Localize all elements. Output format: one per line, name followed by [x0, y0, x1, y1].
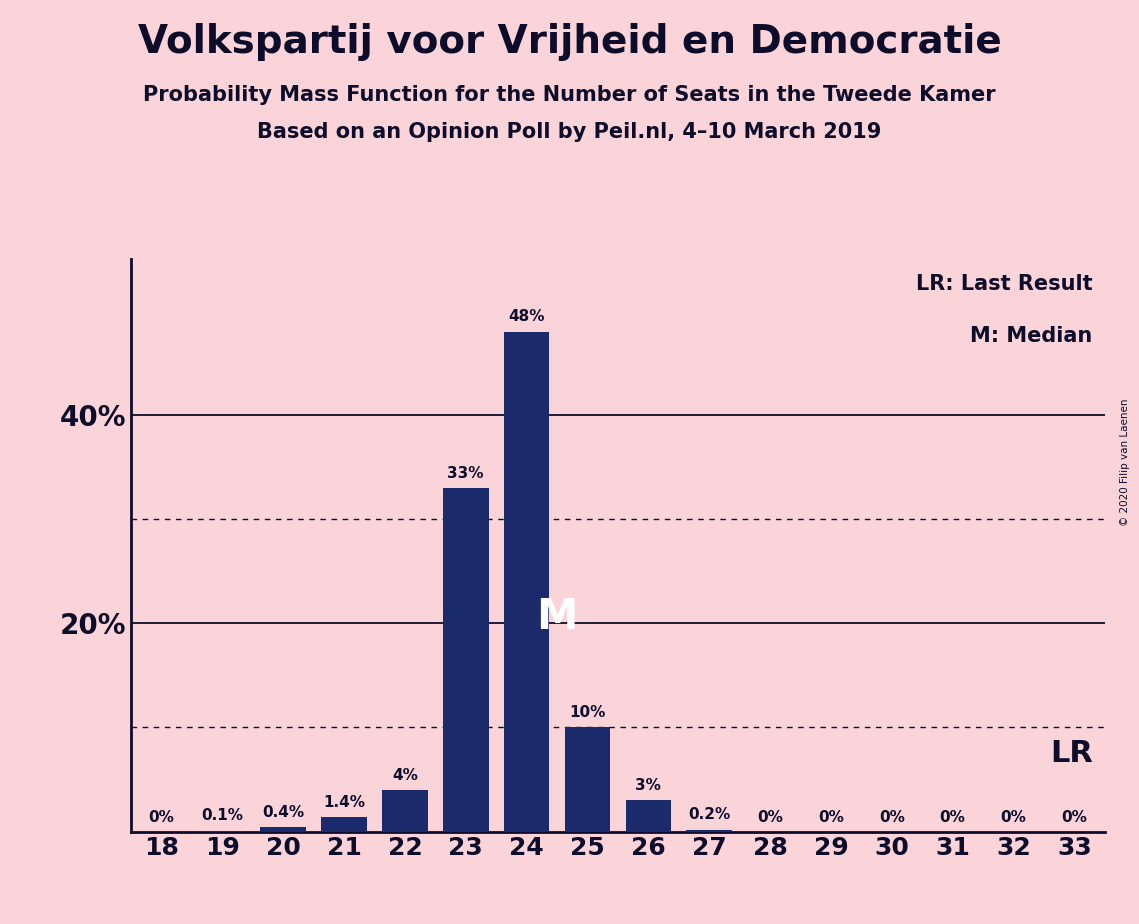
Text: 48%: 48%	[508, 310, 544, 324]
Text: 0.1%: 0.1%	[202, 808, 244, 823]
Text: 0%: 0%	[757, 810, 782, 825]
Text: 0%: 0%	[148, 810, 174, 825]
Text: 4%: 4%	[392, 768, 418, 783]
Text: M: Median: M: Median	[970, 326, 1092, 346]
Bar	[565, 727, 611, 832]
Text: 0%: 0%	[879, 810, 904, 825]
Bar	[382, 790, 428, 832]
Bar	[687, 830, 732, 832]
Text: 0%: 0%	[940, 810, 966, 825]
Text: 0%: 0%	[1000, 810, 1026, 825]
Text: 0.2%: 0.2%	[688, 808, 730, 822]
Text: M: M	[536, 596, 577, 638]
Text: © 2020 Filip van Laenen: © 2020 Filip van Laenen	[1121, 398, 1130, 526]
Text: Volkspartij voor Vrijheid en Democratie: Volkspartij voor Vrijheid en Democratie	[138, 23, 1001, 61]
Bar	[625, 800, 671, 832]
Bar	[503, 332, 549, 832]
Text: 1.4%: 1.4%	[323, 795, 364, 809]
Text: 33%: 33%	[448, 466, 484, 480]
Bar	[261, 827, 306, 832]
Bar	[199, 831, 245, 832]
Text: LR: LR	[1050, 739, 1092, 768]
Text: 3%: 3%	[636, 778, 662, 793]
Bar	[443, 488, 489, 832]
Text: Probability Mass Function for the Number of Seats in the Tweede Kamer: Probability Mass Function for the Number…	[144, 85, 995, 105]
Bar	[321, 817, 367, 832]
Text: LR: Last Result: LR: Last Result	[916, 274, 1092, 295]
Text: 0%: 0%	[818, 810, 844, 825]
Text: 0.4%: 0.4%	[262, 805, 304, 821]
Text: 10%: 10%	[570, 705, 606, 720]
Text: Based on an Opinion Poll by Peil.nl, 4–10 March 2019: Based on an Opinion Poll by Peil.nl, 4–1…	[257, 122, 882, 142]
Text: 0%: 0%	[1062, 810, 1088, 825]
